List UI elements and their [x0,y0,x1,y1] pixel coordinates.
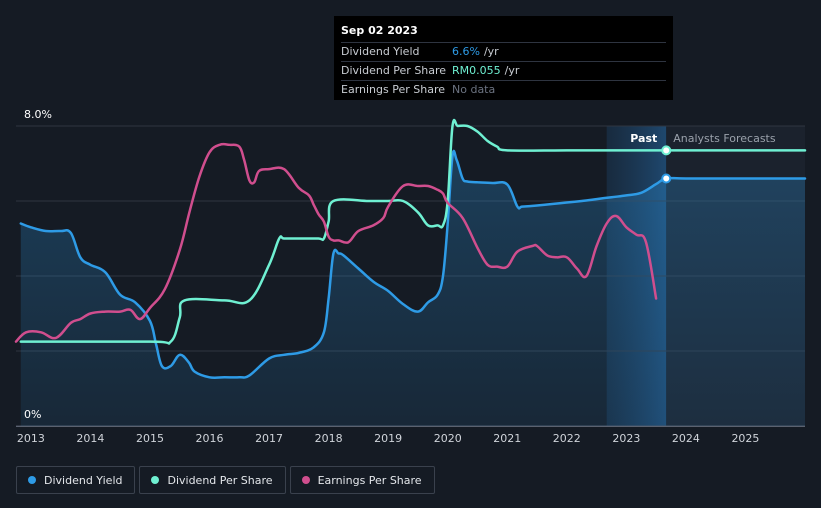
dividend-yield-area [20,150,806,427]
tooltip-value: RM0.055 [452,64,501,77]
x-tick-label: 2019 [374,432,402,445]
area-fills [20,150,806,427]
legend-item-earnings-per-share[interactable]: Earnings Per Share [289,466,435,494]
x-tick-label: 2016 [196,432,224,445]
legend-label: Dividend Per Share [167,473,273,487]
tooltip-value: 6.6% [452,45,480,58]
tooltip-label: Dividend Per Share [341,64,447,77]
legend-item-dividend-per-share[interactable]: Dividend Per Share [139,466,286,494]
y-axis-max-label: 8.0% [24,108,52,121]
series-lines [14,118,807,379]
legend-item-dividend-yield[interactable]: Dividend Yield [16,466,136,494]
x-tick-label: 2017 [255,432,283,445]
tooltip-row-dividend-per-share: Dividend Per Share RM0.055 /yr [341,62,666,81]
hover-markers [661,145,672,184]
legend-label: Dividend Yield [44,473,123,487]
dividend-per-share-line [19,118,807,345]
dividend-per-share-dot-icon [151,476,160,484]
x-tick-label: 2023 [612,432,640,445]
x-tick-label: 2018 [315,432,343,445]
tooltip-date: Sep 02 2023 [341,24,666,43]
x-tick-label: 2015 [136,432,164,445]
y-axis-min-label: 0% [24,408,41,421]
dividend-yield-dot-icon [28,476,36,484]
dividend-per-share-marker [661,145,672,156]
x-tick-label: 2020 [434,432,462,445]
earnings-per-share-line [14,142,658,343]
tooltip-row-earnings-per-share: Earnings Per Share No data [341,81,666,99]
x-tick-label: 2022 [553,432,581,445]
x-tick-label: 2021 [493,432,521,445]
x-tick-label: 2024 [672,432,700,445]
tooltip-label: Dividend Yield [341,45,420,58]
tooltip: Sep 02 2023 Dividend Yield 6.6% /yr Divi… [334,16,673,100]
tooltip-row-dividend-yield: Dividend Yield 6.6% /yr [341,43,666,62]
legend: Dividend Yield Dividend Per Share Earnin… [16,466,435,494]
x-tick-label: 2014 [76,432,104,445]
dividend-yield-marker [661,173,672,184]
x-tick-label: 2013 [17,432,45,445]
analysts-forecasts-label: Analysts Forecasts [673,132,776,145]
dividend-yield-line [19,149,807,379]
tooltip-value: No data [452,83,496,96]
earnings-per-share-dot-icon [301,476,310,484]
tooltip-label: Earnings Per Share [341,83,446,96]
past-label: Past [630,132,657,145]
tooltip-unit: /yr [483,45,499,58]
tooltip-unit: /yr [504,64,520,77]
legend-label: Earnings Per Share [317,473,422,487]
x-tick-label: 2025 [731,432,759,445]
x-axis-ticks: 2013 2014 2015 2016 2017 2018 2019 2020 2021 2022… [17,432,760,445]
